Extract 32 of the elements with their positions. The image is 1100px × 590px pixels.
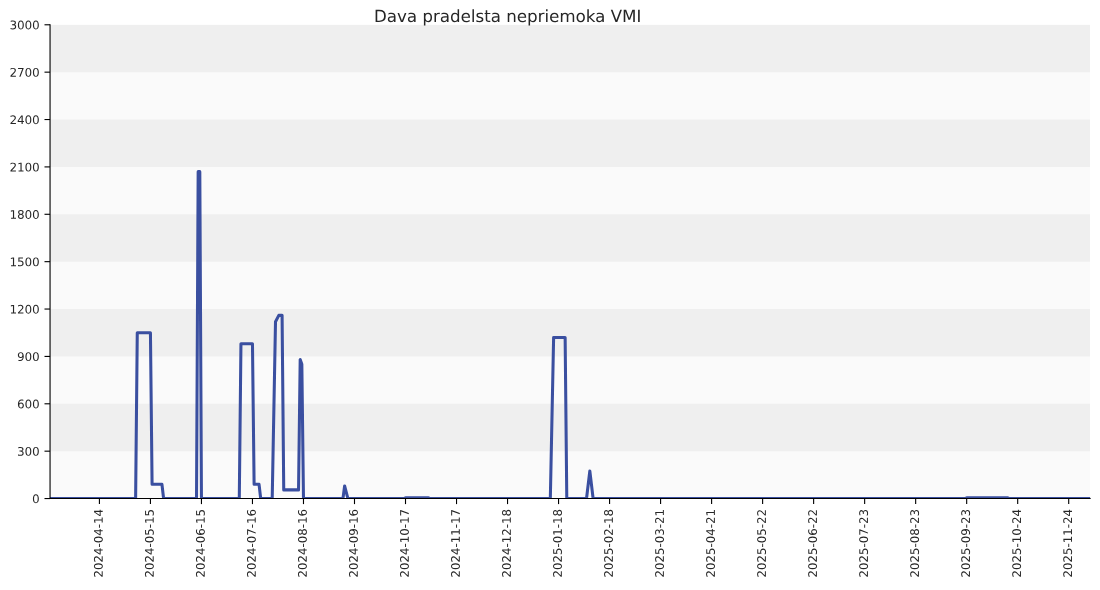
x-tick-label: 2025-01-18: [553, 509, 562, 577]
y-tick-label: 1800: [10, 210, 39, 219]
x-tick-label: 2024-10-17: [400, 509, 409, 577]
x-tick-label: 2025-10-24: [1012, 509, 1022, 577]
x-tick-label: 2025-11-24: [1063, 509, 1073, 577]
x-tick-label: 2025-04-21: [706, 510, 716, 577]
y-tick-label: 1500: [10, 257, 39, 267]
x-tick-label: 2025-07-23: [859, 509, 869, 577]
x-tick-label: 2024-07-16: [246, 509, 256, 577]
x-tick-label: 2025-06-22: [808, 510, 818, 577]
x-tick-label: 2024-11-17: [451, 509, 460, 577]
y-tick-label: 900: [17, 352, 39, 362]
x-tick-label: 2024-05-15: [144, 510, 154, 577]
y-tick-label: 2100: [10, 162, 39, 172]
x-tick-label: 2024-09-16: [348, 509, 358, 577]
y-tick-label: 2400: [10, 115, 39, 125]
y-tick-label: 600: [17, 399, 39, 409]
y-tick-label: 1200: [10, 304, 39, 314]
x-tick-label: 2025-08-23: [910, 509, 920, 577]
x-tick-label: 2025-05-22: [757, 510, 767, 577]
x-tick-label: 2024-12-18: [502, 509, 511, 577]
x-tick-label: 2025-09-23: [961, 509, 971, 577]
y-tick-label: 0: [32, 494, 39, 504]
y-tick-label: 300: [18, 446, 39, 456]
chart-title: Dava pradelsta nepriemoka VMI: [375, 9, 640, 26]
x-tick-label: 2024-08-16: [297, 509, 307, 577]
y-tick-label: 2700: [10, 67, 39, 77]
x-tick-label: 2024-06-15: [195, 510, 205, 577]
y-tick-label: 3000: [10, 20, 39, 30]
x-tick-label: 2025-02-18: [604, 509, 613, 577]
x-tick-label: 2025-03-21: [655, 510, 665, 577]
x-tick-label: 2024-04-14: [93, 509, 103, 577]
